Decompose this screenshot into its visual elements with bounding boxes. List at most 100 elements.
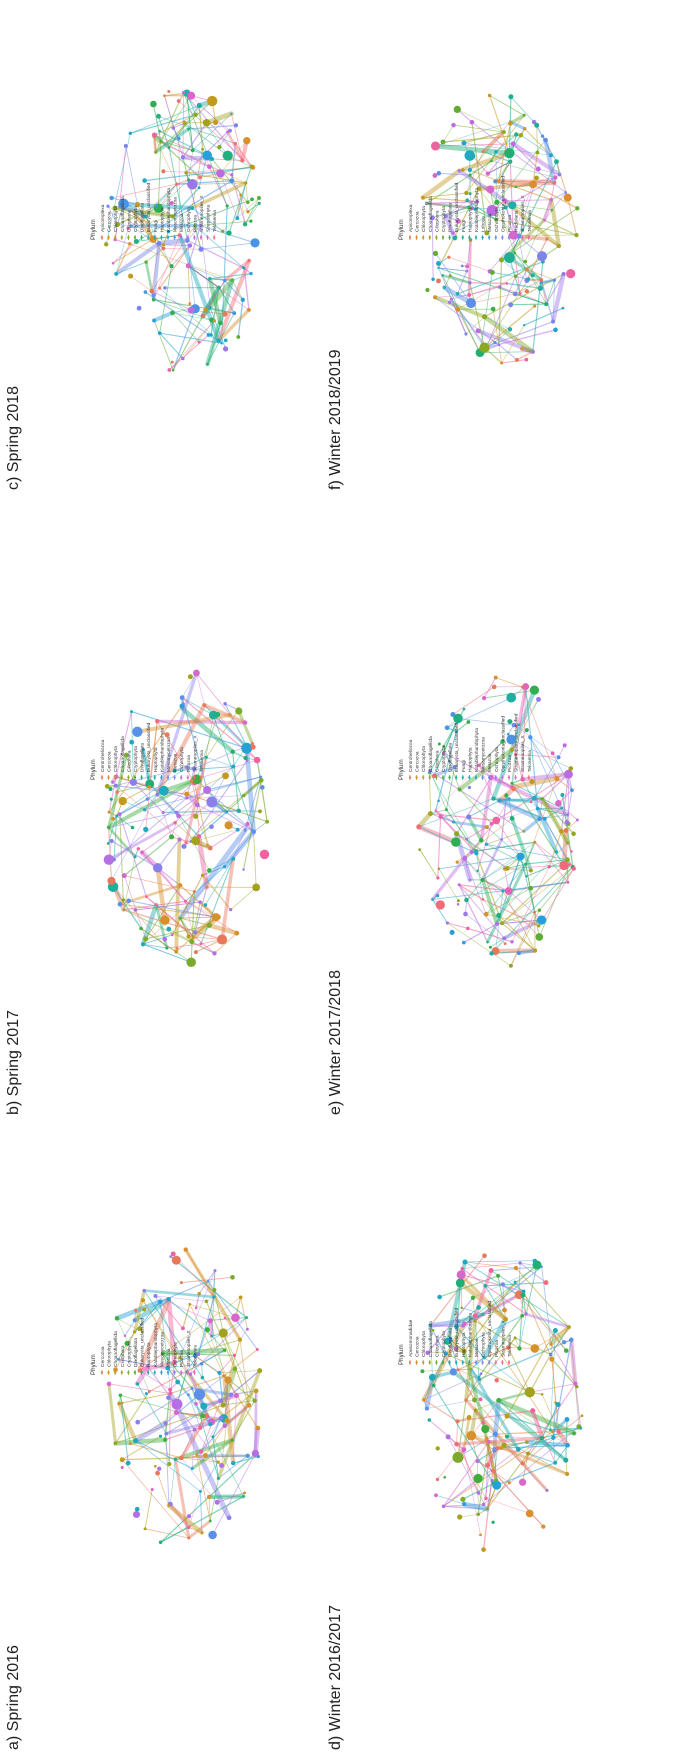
node	[167, 1462, 171, 1466]
node	[535, 150, 539, 154]
node	[191, 1387, 194, 1390]
legend-swatch-dot	[173, 776, 175, 778]
node	[230, 1275, 235, 1280]
legend-label: Ciliophora	[120, 1345, 126, 1367]
node	[180, 1281, 183, 1284]
node	[259, 778, 264, 783]
legend-swatch-dot	[514, 236, 516, 238]
node	[245, 1316, 248, 1319]
node	[176, 813, 181, 818]
node	[508, 201, 516, 209]
legend-swatch-dot	[448, 1361, 450, 1363]
node	[213, 120, 218, 125]
node	[164, 1432, 168, 1436]
node	[174, 1458, 177, 1461]
node	[482, 696, 486, 700]
node	[135, 1420, 140, 1425]
node	[466, 814, 471, 819]
legend-label: Ochrophyta	[173, 1342, 179, 1367]
node	[441, 140, 446, 145]
node	[229, 1393, 233, 1397]
node	[465, 198, 469, 202]
node	[538, 286, 543, 291]
node	[458, 883, 461, 886]
node	[431, 898, 434, 901]
node	[576, 818, 579, 821]
node	[568, 766, 573, 771]
node	[481, 1547, 486, 1552]
node	[457, 1514, 462, 1519]
node	[449, 274, 452, 277]
node	[198, 341, 201, 344]
legend-swatch-dot	[187, 236, 189, 238]
node	[526, 1510, 534, 1518]
node	[137, 847, 140, 850]
node	[110, 798, 113, 801]
node	[155, 204, 158, 207]
node	[532, 1260, 541, 1269]
node	[543, 219, 545, 221]
node	[553, 1461, 557, 1465]
node	[198, 900, 201, 903]
node	[134, 855, 137, 858]
node	[530, 800, 533, 803]
node	[208, 277, 211, 280]
node	[142, 1289, 145, 1292]
legend-label: Haptophyta	[467, 747, 473, 772]
node	[242, 794, 246, 798]
node	[499, 257, 504, 262]
node	[501, 1282, 505, 1286]
node	[147, 785, 151, 789]
node	[163, 1421, 167, 1425]
node	[126, 1461, 131, 1466]
node	[525, 1441, 528, 1444]
legend-swatch-dot	[409, 236, 411, 238]
legend-label: Picozoa	[192, 215, 198, 232]
node	[145, 1392, 148, 1395]
node	[194, 950, 198, 954]
legend-swatch-dot	[121, 236, 123, 238]
node	[111, 817, 115, 821]
node	[187, 1537, 190, 1540]
node	[557, 1429, 561, 1433]
node	[436, 261, 441, 266]
node	[244, 829, 247, 832]
node	[258, 809, 262, 813]
node	[472, 1397, 477, 1402]
node	[225, 821, 233, 829]
legend-label: Katablepharidophyta	[166, 188, 172, 232]
node	[488, 94, 491, 97]
node	[465, 264, 469, 268]
legend-label: Metazoa	[474, 1338, 480, 1357]
legend-swatch-dot	[442, 236, 444, 238]
panel-title-f: f) Winter 2018/2019	[327, 349, 344, 490]
node	[260, 850, 270, 860]
node	[581, 1414, 584, 1417]
node	[479, 343, 489, 353]
node	[579, 1427, 582, 1430]
node	[437, 267, 439, 269]
legend-label: Ciliophora	[434, 210, 440, 232]
node	[464, 332, 467, 335]
legend-swatch-dot	[468, 776, 470, 778]
node	[172, 1399, 183, 1410]
node	[166, 927, 171, 932]
node	[489, 951, 493, 955]
node	[466, 1431, 476, 1441]
node	[461, 1447, 466, 1452]
node	[167, 368, 171, 372]
node	[117, 1402, 121, 1406]
node	[479, 838, 484, 843]
node	[193, 890, 196, 893]
node	[207, 333, 211, 337]
legend-label: Streptophyta	[206, 204, 212, 232]
node	[257, 1368, 262, 1373]
node	[234, 123, 238, 127]
node	[551, 1436, 555, 1440]
node	[560, 807, 563, 810]
node	[157, 1467, 161, 1471]
node	[425, 288, 429, 292]
node	[493, 1432, 498, 1437]
panel-title-a: a) Spring 2016	[5, 1645, 22, 1750]
node	[225, 810, 228, 813]
